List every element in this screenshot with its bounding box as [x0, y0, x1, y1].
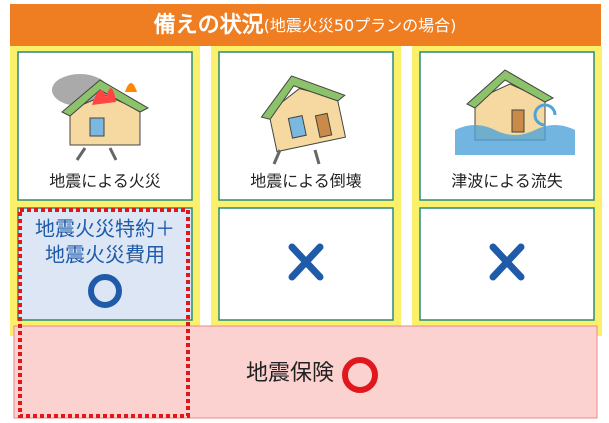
circle-icon: [342, 357, 378, 393]
column-label: 津波による流失: [451, 172, 563, 191]
cross-icon: [288, 243, 324, 281]
rider-label: 地震火災費用: [45, 243, 165, 267]
dotted-highlight: [18, 208, 190, 418]
rider-label: 地震火災特約＋: [35, 217, 175, 241]
crack: [272, 149, 321, 165]
circle-icon: [88, 274, 122, 308]
rider-box: [17, 207, 193, 321]
collapsed-house-icon: [260, 75, 347, 153]
column-label: 地震による火災: [49, 172, 161, 191]
flooded-house-icon: [455, 69, 575, 155]
cross-icon: [489, 243, 525, 281]
header: 備えの状況(地震火災50プランの場合): [154, 12, 457, 38]
header-bar: [10, 4, 601, 46]
header-subtitle: (地震火災50プランの場合): [264, 16, 457, 35]
header-title: 備えの状況: [154, 12, 264, 38]
insurance-box: [13, 325, 598, 419]
column-label: 地震による倒壊: [250, 172, 362, 191]
insurance-label: 地震保険: [246, 361, 334, 386]
fire-house-icon: [52, 74, 150, 161]
